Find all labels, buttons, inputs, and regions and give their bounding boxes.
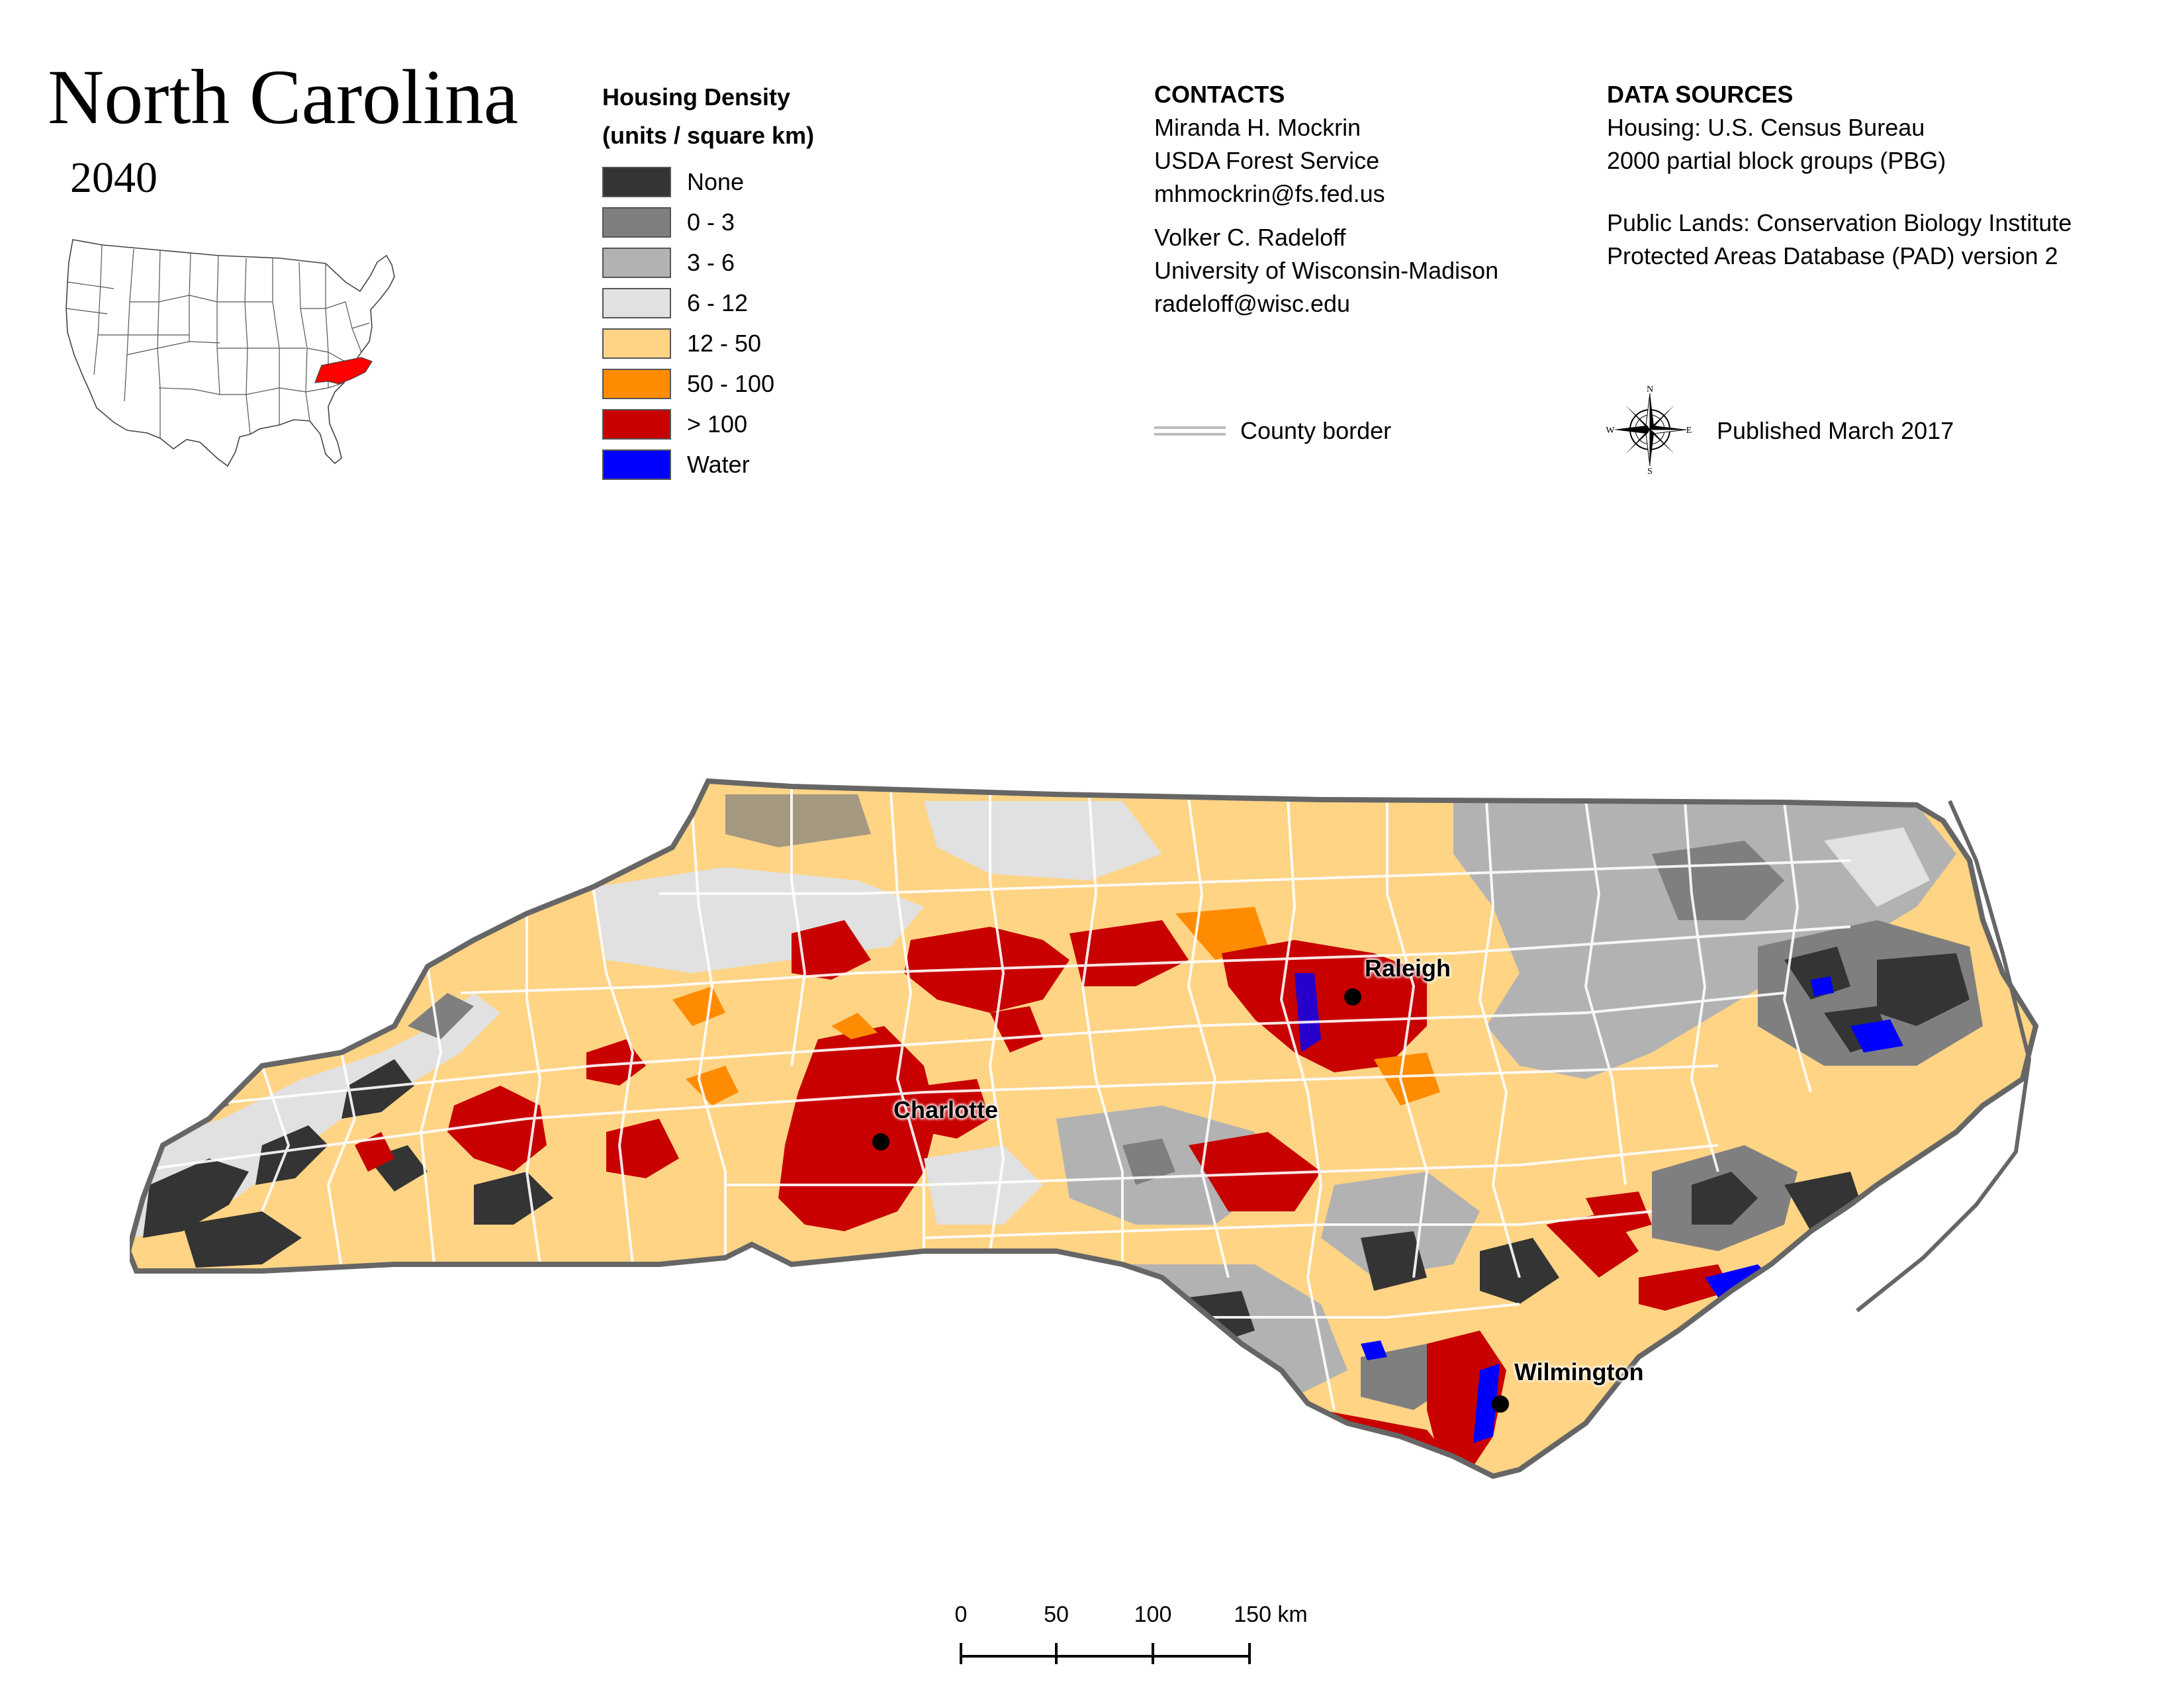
data-sources-block: DATA SOURCES Housing: U.S. Census Bureau… — [1607, 78, 2163, 273]
lands-source: Public Lands: Conservation Biology Insti… — [1607, 209, 2072, 236]
legend-label: Water — [687, 450, 750, 478]
compass-south-label: S — [1647, 467, 1653, 474]
legend-label: 3 - 6 — [687, 248, 735, 276]
scale-label: 0 — [954, 1602, 968, 1627]
legend-item: 50 - 100 — [602, 363, 946, 404]
city-marker-raleigh — [1344, 988, 1361, 1006]
county-border-symbol — [1154, 426, 1226, 436]
compass-rose-icon: N S E W — [1606, 385, 1692, 474]
urban-asheville — [447, 1086, 547, 1172]
map-year: 2040 — [70, 154, 158, 202]
urban-raleigh-durham — [1222, 940, 1427, 1072]
nc-state-outline — [130, 778, 2039, 1479]
city-marker-wilmington — [1492, 1395, 1509, 1413]
city-label-wilmington: Wilmington — [1514, 1358, 1644, 1385]
scale-bar-line — [960, 1643, 1251, 1664]
contact-name: Miranda H. Mockrin — [1154, 114, 1361, 141]
contact-org: USDA Forest Service — [1154, 147, 1380, 174]
legend-swatch — [602, 247, 671, 278]
contacts-heading: CONTACTS — [1154, 81, 1285, 108]
compass-west-label: W — [1606, 426, 1615, 436]
legend-swatch — [602, 166, 671, 197]
city-label-raleigh: Raleigh — [1365, 955, 1451, 982]
legend-item: 3 - 6 — [602, 242, 946, 283]
county-borders — [130, 786, 1851, 1411]
legend-item: 0 - 3 — [602, 202, 946, 242]
nc-housing-density-map — [130, 778, 2039, 1479]
legend-label: 12 - 50 — [687, 329, 762, 357]
scale-label: 50 — [1044, 1602, 1069, 1627]
legend-subtitle: (units / square km) — [602, 122, 815, 149]
us-locator-map — [66, 239, 395, 467]
legend-item: Water — [602, 444, 946, 485]
outer-banks-outline — [1856, 800, 2032, 1313]
contact-org: University of Wisconsin-Madison — [1154, 257, 1499, 284]
contact-email[interactable]: mhmockrin@fs.fed.us — [1154, 180, 1385, 207]
legend-label: 50 - 100 — [687, 369, 775, 397]
legend-item: 12 - 50 — [602, 323, 946, 363]
legend-title: Housing Density — [602, 83, 791, 111]
legend-swatch — [602, 368, 671, 399]
legend-swatch — [602, 328, 671, 359]
legend-item: 6 - 12 — [602, 283, 946, 323]
legend-swatch — [602, 408, 671, 440]
housing-source-detail: 2000 partial block groups (PBG) — [1607, 147, 1946, 174]
data-sources-heading: DATA SOURCES — [1607, 81, 1794, 108]
urban-wilmington — [1427, 1331, 1506, 1476]
legend-swatch — [602, 449, 671, 480]
compass-east-label: E — [1686, 426, 1692, 436]
scale-label: 100 — [1134, 1602, 1172, 1627]
legend-swatch — [602, 207, 671, 238]
legend-swatch — [602, 287, 671, 318]
contacts-block: CONTACTS Miranda H. Mockrin USDA Forest … — [1154, 78, 1578, 320]
county-border-legend: County border — [1154, 417, 1391, 445]
contact-name: Volker C. Radeloff — [1154, 224, 1346, 251]
housing-density-legend: Housing Density (units / square km) None… — [602, 78, 946, 485]
legend-item: > 100 — [602, 404, 946, 444]
contact-email[interactable]: radeloff@wisc.edu — [1154, 290, 1351, 317]
housing-source: Housing: U.S. Census Bureau — [1607, 114, 1925, 141]
legend-label: None — [687, 167, 745, 195]
published-date: Published March 2017 — [1717, 417, 1954, 444]
north-carolina-highlight — [314, 357, 373, 385]
scale-bar: 0 50 100 150 km — [927, 1602, 1308, 1675]
legend-label: 0 - 3 — [687, 208, 735, 236]
legend-item: None — [602, 162, 946, 202]
scale-label: 150 km — [1234, 1602, 1308, 1627]
map-title: North Carolina — [48, 54, 519, 140]
legend-label: 6 - 12 — [687, 289, 749, 316]
compass-north-label: N — [1647, 385, 1653, 395]
legend-label: > 100 — [687, 410, 748, 438]
city-label-charlotte: Charlotte — [893, 1096, 999, 1123]
us-outline — [66, 239, 395, 467]
lands-source-detail: Protected Areas Database (PAD) version 2 — [1607, 242, 2058, 269]
county-border-label: County border — [1240, 417, 1392, 444]
city-marker-charlotte — [872, 1133, 889, 1150]
